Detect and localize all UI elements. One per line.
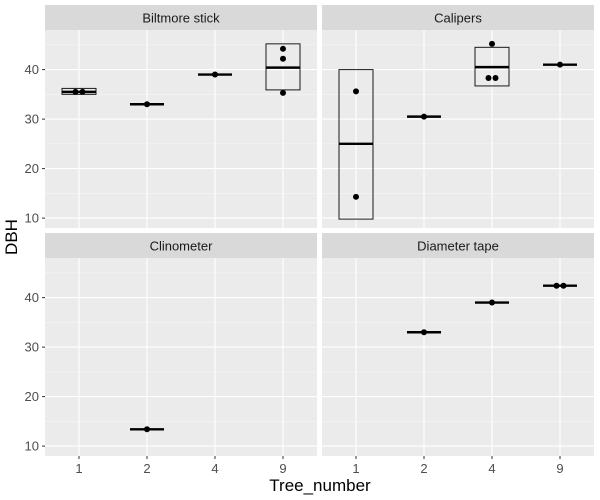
- data-point: [492, 75, 499, 82]
- facet-strip-label: Calipers: [434, 11, 482, 26]
- data-point: [560, 282, 567, 289]
- facet-strip-label: Clinometer: [150, 239, 214, 254]
- x-tick-label: 1: [75, 461, 82, 476]
- x-tick-label: 2: [420, 461, 427, 476]
- y-tick-label: 40: [25, 62, 39, 77]
- facet-strip-label: Biltmore stick: [142, 11, 220, 26]
- y-tick-label: 10: [25, 439, 39, 454]
- y-tick-label: 30: [25, 112, 39, 127]
- data-point: [79, 88, 86, 95]
- y-tick-label: 10: [25, 211, 39, 226]
- facet-panel: Biltmore stick 10 20 30 40: [25, 5, 317, 228]
- data-point: [280, 89, 286, 96]
- data-point: [557, 61, 563, 68]
- data-point: [144, 426, 150, 433]
- x-tick-label: 9: [556, 461, 563, 476]
- x-tick-label: 1: [352, 461, 359, 476]
- data-point: [72, 88, 79, 95]
- y-tick-label: 20: [25, 389, 39, 404]
- facet-strip-label: Diameter tape: [417, 239, 499, 254]
- y-tick-label: 40: [25, 290, 39, 305]
- facet-strip: [322, 233, 594, 258]
- facet-panel: Clinometer 10 20 30 40 1 2 4 9: [25, 233, 317, 476]
- data-point: [280, 45, 286, 52]
- facet-strip: [322, 5, 594, 30]
- data-point: [353, 88, 359, 95]
- y-tick-label: 20: [25, 161, 39, 176]
- data-point: [280, 55, 286, 62]
- data-point: [553, 282, 560, 289]
- facet-strip: [45, 233, 317, 258]
- panel-background: [45, 30, 317, 228]
- x-tick-label: 4: [211, 461, 218, 476]
- facet-strip: [45, 5, 317, 30]
- facet-panel: Diameter tape 1 2 4 9: [322, 233, 594, 476]
- x-tick-label: 9: [279, 461, 286, 476]
- panel-background: [322, 30, 594, 228]
- y-axis-title: DBH: [2, 219, 21, 255]
- data-point: [144, 101, 150, 108]
- panel-background: [322, 258, 594, 456]
- data-point: [421, 329, 427, 336]
- x-tick-label: 4: [488, 461, 495, 476]
- data-point: [489, 299, 495, 306]
- x-tick-label: 2: [143, 461, 150, 476]
- data-point: [212, 71, 218, 78]
- panel-background: [45, 258, 317, 456]
- data-point: [485, 75, 492, 82]
- data-point: [489, 40, 495, 47]
- x-axis-title: Tree_number: [269, 476, 371, 495]
- y-tick-label: 30: [25, 340, 39, 355]
- data-point: [353, 193, 359, 200]
- data-point: [421, 113, 427, 120]
- facet-panel: Calipers: [322, 5, 594, 228]
